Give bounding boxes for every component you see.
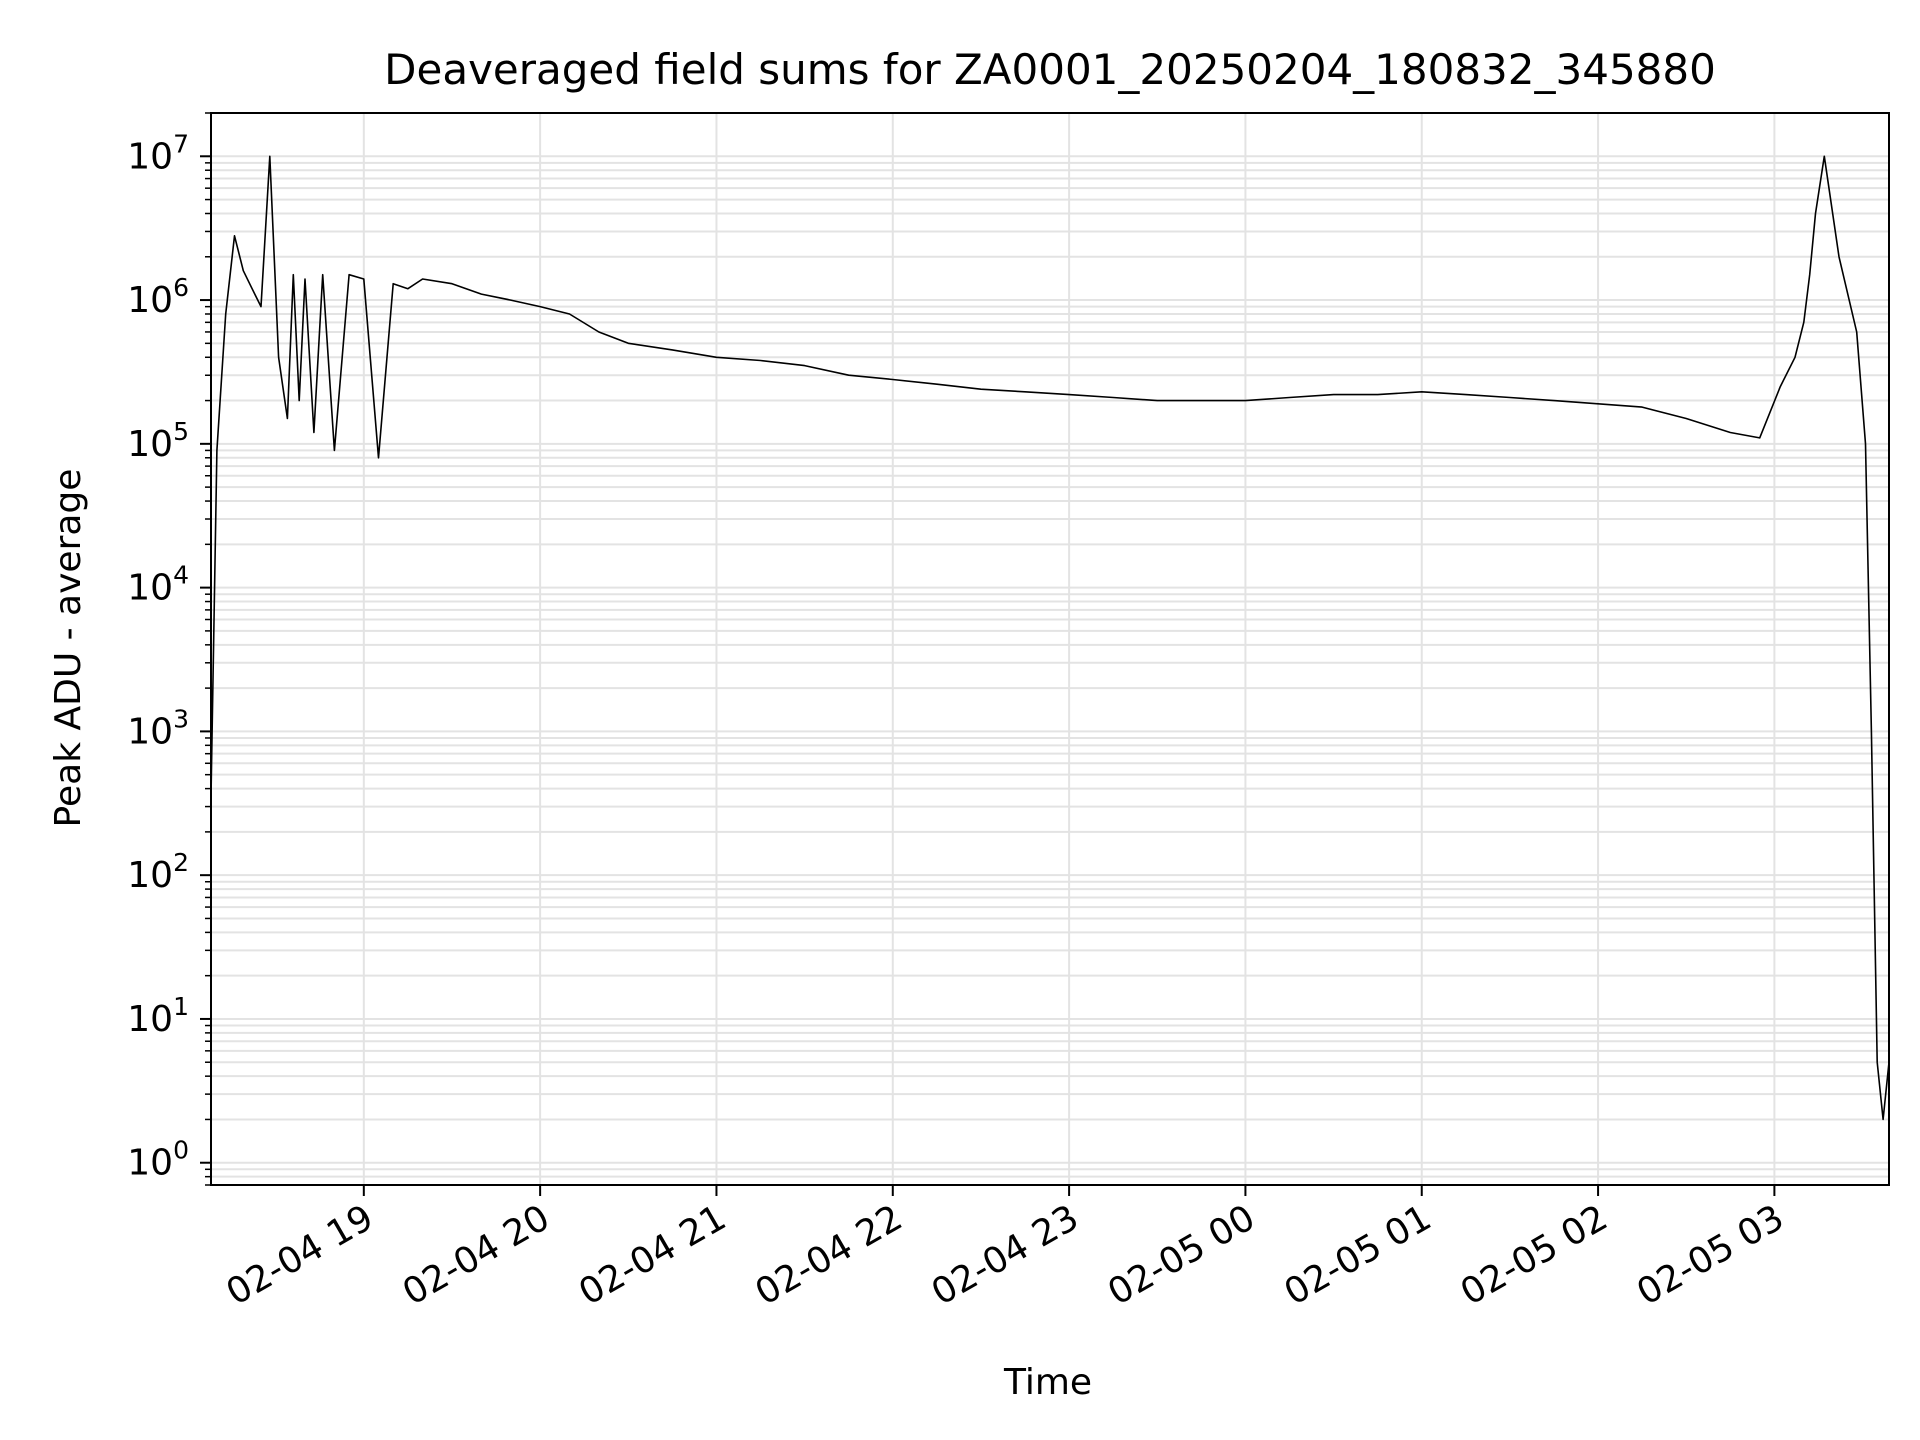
y-tick-label: 104	[127, 561, 189, 609]
y-tick-label: 102	[127, 848, 189, 896]
plot-frame	[210, 112, 1890, 1186]
y-tick-label: 101	[127, 992, 189, 1040]
series-layer	[210, 155, 1890, 1121]
x-axis-label: Time	[1003, 1362, 1092, 1403]
series-line	[210, 155, 1890, 1121]
y-tick-label: 103	[127, 704, 189, 752]
minor-gridlines	[211, 112, 1889, 1186]
y-tick-labels: 100 101 102 103 104 105 106 107	[127, 129, 189, 1183]
major-gridlines	[211, 113, 1889, 1185]
y-tick-label: 105	[127, 417, 189, 465]
chart-title: Deaveraged field sums for ZA0001_2025020…	[384, 45, 1716, 94]
y-tick-label: 100	[127, 1136, 189, 1184]
y-tick-label: 107	[127, 129, 189, 177]
y-tick-label: 106	[127, 273, 189, 321]
y-axis-label: Peak ADU - average	[48, 469, 89, 828]
axis-ticks	[200, 112, 1776, 1196]
